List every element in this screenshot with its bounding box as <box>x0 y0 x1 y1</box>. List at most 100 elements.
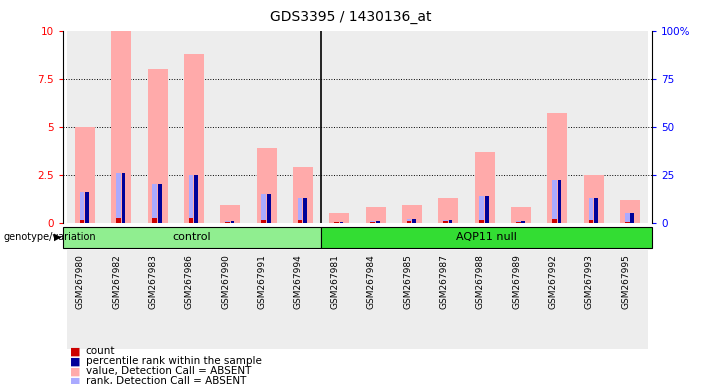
Text: ▶: ▶ <box>54 232 62 242</box>
Bar <box>225 221 230 223</box>
Bar <box>485 196 489 223</box>
Bar <box>539 31 576 223</box>
Text: count: count <box>86 346 115 356</box>
Bar <box>612 31 648 223</box>
Bar <box>189 218 193 223</box>
Bar <box>402 205 422 223</box>
Bar <box>184 54 204 223</box>
Bar <box>479 220 484 223</box>
Bar <box>225 222 230 223</box>
Bar <box>176 250 212 349</box>
Text: GSM267988: GSM267988 <box>476 255 484 310</box>
Text: GSM267995: GSM267995 <box>621 255 630 310</box>
Text: ■: ■ <box>70 356 81 366</box>
Bar <box>522 221 525 223</box>
Bar <box>285 31 321 223</box>
Bar <box>547 113 567 223</box>
Bar <box>116 173 121 223</box>
Bar <box>152 218 157 223</box>
Bar <box>407 221 411 223</box>
Bar <box>293 167 313 223</box>
Bar <box>516 222 521 223</box>
Text: GSM267980: GSM267980 <box>76 255 85 310</box>
Bar <box>394 31 430 223</box>
Bar <box>212 31 248 223</box>
Text: GSM267982: GSM267982 <box>112 255 121 310</box>
Text: GSM267989: GSM267989 <box>512 255 521 310</box>
Bar <box>194 175 198 223</box>
Bar <box>334 222 339 223</box>
Bar <box>475 152 495 223</box>
Bar <box>443 221 448 223</box>
Bar <box>261 194 266 223</box>
Bar <box>620 200 640 223</box>
Bar <box>630 213 634 223</box>
Bar <box>467 31 503 223</box>
Bar <box>358 31 394 223</box>
Bar <box>358 250 394 349</box>
Bar <box>231 221 234 223</box>
Text: GSM267986: GSM267986 <box>185 255 194 310</box>
Bar <box>248 250 285 349</box>
Bar <box>103 31 139 223</box>
Bar <box>103 250 139 349</box>
Text: rank, Detection Call = ABSENT: rank, Detection Call = ABSENT <box>86 376 246 384</box>
Bar <box>67 250 103 349</box>
Bar <box>298 220 302 223</box>
Text: AQP11 null: AQP11 null <box>456 232 517 242</box>
Bar <box>111 31 131 223</box>
Bar <box>394 250 430 349</box>
Bar <box>67 31 103 223</box>
Text: GSM267985: GSM267985 <box>403 255 412 310</box>
Bar <box>503 31 539 223</box>
Bar <box>121 173 125 223</box>
Bar <box>148 69 168 223</box>
Text: GSM267992: GSM267992 <box>548 255 557 310</box>
Bar <box>257 148 277 223</box>
Bar <box>329 213 349 223</box>
Bar <box>589 220 593 223</box>
Text: GSM267981: GSM267981 <box>330 255 339 310</box>
Bar <box>212 250 248 349</box>
Bar <box>304 198 307 223</box>
Bar <box>430 31 467 223</box>
Bar <box>261 220 266 223</box>
Bar <box>516 221 521 223</box>
Text: GSM267990: GSM267990 <box>222 255 231 310</box>
Bar <box>576 31 612 223</box>
Bar <box>189 175 193 223</box>
Bar <box>625 213 629 223</box>
Bar <box>625 222 629 223</box>
Bar <box>116 217 121 223</box>
Bar <box>511 207 531 223</box>
Bar <box>479 196 484 223</box>
Bar <box>503 250 539 349</box>
Bar <box>285 250 321 349</box>
Bar <box>80 192 84 223</box>
Bar <box>139 250 176 349</box>
Bar <box>552 219 557 223</box>
Bar <box>589 198 593 223</box>
Bar <box>370 222 375 223</box>
Text: GSM267983: GSM267983 <box>149 255 158 310</box>
Bar <box>176 31 212 223</box>
Bar <box>584 175 604 223</box>
Bar <box>298 198 302 223</box>
Bar <box>594 198 598 223</box>
Bar <box>443 220 448 223</box>
Text: percentile rank within the sample: percentile rank within the sample <box>86 356 261 366</box>
Bar <box>370 221 375 223</box>
Bar <box>467 250 503 349</box>
Bar <box>412 219 416 223</box>
Bar <box>612 250 648 349</box>
Bar <box>430 250 467 349</box>
Text: GSM267987: GSM267987 <box>440 255 449 310</box>
Bar <box>334 222 339 223</box>
Text: GSM267994: GSM267994 <box>294 255 303 310</box>
Bar <box>449 220 452 223</box>
Bar <box>158 184 162 223</box>
Text: ■: ■ <box>70 376 81 384</box>
Text: ■: ■ <box>70 346 81 356</box>
Text: GSM267991: GSM267991 <box>258 255 266 310</box>
Bar <box>366 207 386 223</box>
